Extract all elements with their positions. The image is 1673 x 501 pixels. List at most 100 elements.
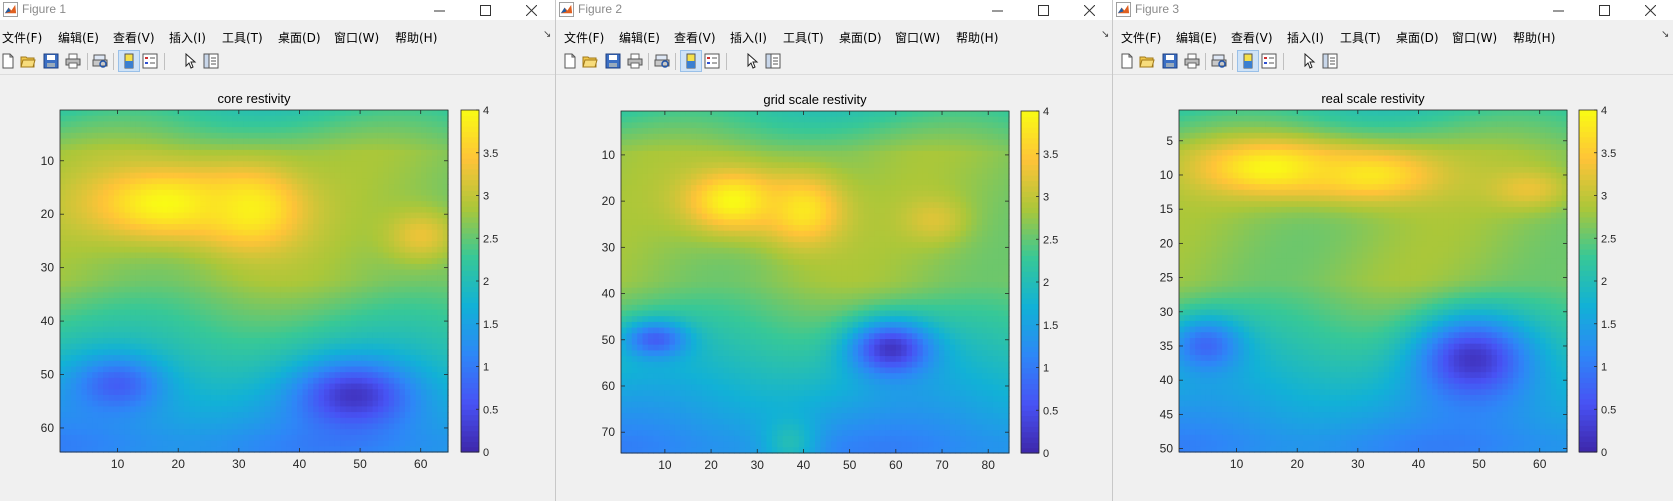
heatmap-cell (340, 360, 347, 368)
heatmap-cell (394, 218, 401, 225)
heatmap-cell (205, 167, 212, 174)
heatmap-cell (146, 275, 153, 282)
maximize-button[interactable] (1021, 0, 1065, 20)
heatmap-cell (1003, 122, 1010, 129)
heatmap-cell (318, 115, 325, 122)
heatmap-cell (227, 155, 234, 162)
heatmap-cell (167, 315, 174, 322)
heatmap-cell (755, 145, 762, 152)
heatmap-cell (81, 138, 88, 145)
menu-edit[interactable]: 编辑(E) (619, 31, 660, 45)
save-icon[interactable] (43, 53, 59, 69)
heatmap-cell (124, 115, 131, 122)
property-inspector-icon[interactable] (765, 53, 781, 69)
heatmap-cell (264, 417, 271, 425)
heatmap-cell (351, 206, 357, 214)
menu-overflow-icon[interactable]: ↘ (543, 29, 552, 40)
heatmap-cell (167, 110, 174, 117)
heatmap-cell (383, 383, 390, 390)
print-preview-icon[interactable] (92, 53, 108, 69)
heatmap-cell (113, 286, 120, 293)
heatmap-cell (399, 161, 406, 168)
heatmap-cell (426, 360, 433, 368)
heatmap-cell (259, 275, 266, 282)
menu-tools[interactable]: 工具(T) (222, 31, 263, 45)
heatmap-cell (167, 360, 174, 368)
print-icon[interactable] (627, 53, 643, 69)
print-icon[interactable] (65, 53, 81, 69)
menu-help[interactable]: 帮助(H) (956, 31, 999, 45)
menu-view[interactable]: 查看(V) (113, 31, 155, 45)
colorbar-toggle-button[interactable] (118, 50, 140, 72)
heatmap-cell (81, 383, 88, 390)
new-figure-icon[interactable] (0, 53, 16, 69)
heatmap-cell (621, 116, 627, 123)
menu-edit[interactable]: 编辑(E) (58, 31, 99, 45)
heatmap-cell (76, 372, 83, 379)
menu-desktop[interactable]: 桌面(D) (278, 31, 321, 45)
heatmap-cell (264, 366, 271, 373)
heatmap-cell (383, 121, 390, 128)
open-file-icon[interactable] (20, 53, 36, 69)
open-file-icon[interactable] (582, 53, 598, 69)
menu-file[interactable]: 文件(F) (564, 31, 605, 45)
heatmap-cell (65, 201, 72, 208)
minimize-button[interactable] (417, 0, 461, 20)
property-inspector-icon[interactable] (203, 53, 219, 69)
menu-tools[interactable]: 工具(T) (783, 31, 824, 45)
colorbar[interactable]: 00.511.522.533.54 (460, 105, 498, 459)
y-tick-label: 50 (41, 368, 55, 382)
heatmap-cell (232, 127, 239, 134)
heatmap-cell (151, 434, 158, 442)
heatmap-cell (243, 138, 250, 145)
edit-plot-icon[interactable] (183, 53, 199, 69)
heatmap-cell (178, 343, 185, 350)
heatmap-cell (788, 139, 795, 146)
minimize-button[interactable] (975, 0, 1019, 20)
heatmap-cell (173, 326, 180, 333)
heatmap-cell (302, 155, 309, 162)
heatmap-cell (388, 349, 395, 356)
print-preview-icon[interactable] (654, 53, 670, 69)
maximize-button[interactable] (463, 0, 507, 20)
menu-view[interactable]: 查看(V) (674, 31, 716, 45)
heatmap-cell (307, 366, 314, 373)
edit-plot-icon[interactable] (745, 53, 761, 69)
heatmap-cell (264, 144, 271, 151)
close-button[interactable] (1067, 0, 1111, 20)
heatmap-cell (351, 121, 357, 128)
heatmap-cell (431, 269, 438, 276)
heatmap-cell (86, 349, 93, 356)
heatmap-cell (183, 417, 190, 425)
new-figure-icon[interactable] (562, 53, 578, 69)
heatmap-cell (324, 412, 331, 419)
heatmap-cell (426, 281, 433, 288)
heatmap-cell (270, 132, 277, 140)
close-icon (1083, 4, 1095, 16)
close-button[interactable] (509, 0, 553, 20)
menu-help[interactable]: 帮助(H) (395, 31, 438, 45)
heatmap-cell (130, 366, 137, 373)
menu-insert[interactable]: 插入(I) (169, 31, 206, 45)
menu-file[interactable]: 文件(F) (2, 31, 43, 45)
title-bar[interactable]: Figure 1 (0, 0, 555, 20)
heatmap-cell (275, 144, 282, 151)
heatmap-cell (642, 111, 649, 118)
colorbar-swatch (461, 227, 479, 234)
heatmap-cell (367, 241, 374, 248)
legend-toggle-icon[interactable] (704, 53, 720, 69)
colorbar-toggle-button[interactable] (680, 50, 702, 72)
legend-toggle-icon[interactable] (142, 53, 158, 69)
heatmap-cell (103, 377, 110, 385)
heatmap-cell (173, 286, 180, 293)
menu-insert[interactable]: 插入(I) (730, 31, 767, 45)
heatmap-cell (351, 429, 357, 436)
menu-desktop[interactable]: 桌面(D) (839, 31, 882, 45)
menu-window[interactable]: 窗口(W) (895, 31, 941, 45)
heatmap-cell (885, 111, 892, 118)
heatmap-cell (135, 218, 142, 225)
title-bar[interactable]: Figure 2 (556, 0, 1112, 20)
menu-window[interactable]: 窗口(W) (334, 31, 380, 45)
save-icon[interactable] (605, 53, 621, 69)
menu-overflow-icon[interactable]: ↘ (1101, 29, 1110, 40)
